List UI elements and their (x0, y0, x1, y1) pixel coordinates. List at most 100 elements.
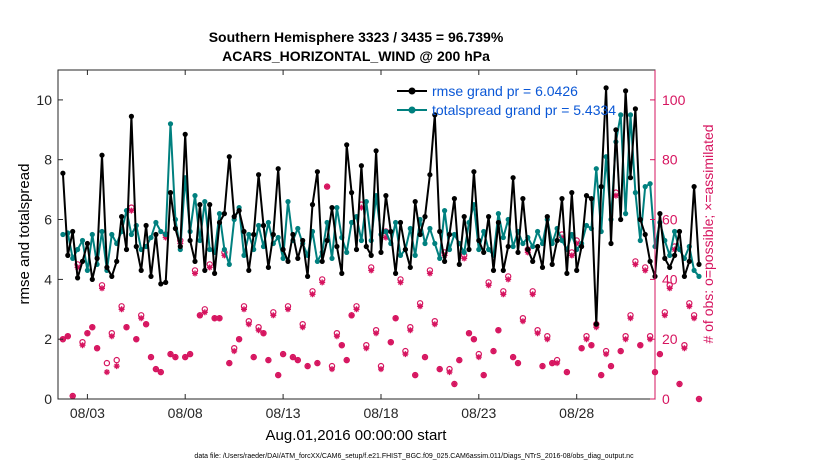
rmse-point (530, 258, 536, 264)
y-axis-label: rmse and totalspread (16, 164, 33, 305)
obs-assimilated-point (637, 342, 644, 349)
totalspread-point (510, 243, 516, 250)
rmse-point (618, 216, 624, 223)
right-tick-label: 0 (662, 391, 670, 407)
rmse-point (324, 237, 330, 244)
totalspread-point (280, 255, 286, 261)
rmse-point (216, 219, 223, 226)
y-tick-label: 6 (44, 212, 52, 228)
obs-assimilated-point (417, 303, 424, 310)
obs-assimilated-point (666, 285, 673, 292)
rmse-point (280, 246, 286, 253)
rmse-point (397, 219, 404, 226)
rmse-point (182, 131, 188, 137)
rmse-point (486, 214, 492, 220)
rmse-point (603, 85, 609, 91)
obs-assimilated-point (236, 336, 243, 343)
obs-assimilated-point (588, 342, 595, 349)
totalspread-point (202, 199, 208, 205)
totalspread-point (70, 255, 76, 261)
totalspread-point (358, 237, 364, 244)
obs-assimilated-point (573, 240, 580, 247)
obs-assimilated-point (407, 327, 414, 334)
x-tick-label: 08/28 (559, 405, 594, 421)
rmse-point (309, 202, 316, 208)
obs-assimilated-point (245, 321, 252, 328)
x-axis-ticks: 08/03 08/08 08/13 08/18 08/23 08/28 (70, 70, 594, 421)
rmse-point (207, 202, 213, 208)
totalspread-point (363, 199, 369, 205)
obs-assimilated-point (226, 360, 233, 367)
rmse-point (520, 196, 526, 202)
totalspread-point (593, 166, 599, 172)
totalspread-point (246, 231, 252, 238)
rmse-point (305, 273, 311, 279)
obs-assimilated-point (84, 330, 91, 337)
obs-assimilated-point (559, 234, 565, 241)
obs-assimilated-point (671, 246, 678, 253)
right-axis-ticks: 0 20 40 60 80 100 (650, 92, 686, 407)
right-tick-label: 80 (662, 152, 678, 168)
totalspread-point (446, 246, 453, 253)
rmse-point (564, 270, 570, 276)
obs-assimilated-point (387, 339, 394, 346)
obs-assimilated-point (661, 312, 668, 319)
totalspread-point (163, 231, 169, 238)
totalspread-point (265, 219, 271, 226)
totalspread-point (79, 237, 86, 244)
rmse-point (236, 208, 242, 214)
obs-assimilated-point (608, 363, 614, 370)
rmse-point (539, 264, 546, 270)
totalspread-point (520, 240, 526, 247)
rmse-point (681, 273, 688, 279)
totalspread-point (569, 231, 575, 238)
obs-assimilated-point (108, 333, 115, 340)
rmse-point (691, 184, 697, 190)
obs-assimilated-point (495, 327, 502, 334)
obs-assimilated-point (612, 192, 619, 199)
obs-assimilated-point (118, 306, 125, 313)
totalspread-point (128, 231, 134, 238)
rmse-point (212, 270, 218, 276)
right-tick-label: 20 (662, 331, 678, 347)
obs-assimilated-point (549, 360, 556, 367)
rmse-point (373, 148, 379, 154)
obs-assimilated-point (402, 351, 409, 358)
obs-assimilated-point (568, 252, 575, 259)
rmse-point (574, 267, 580, 273)
obs-assimilated-point (397, 279, 404, 286)
obs-assimilated-point (201, 309, 208, 316)
rmse-point (75, 275, 81, 281)
obs-assimilated-point (324, 183, 331, 190)
rmse-point (427, 172, 433, 178)
rmse-point (109, 273, 115, 279)
totalspread-point (412, 252, 418, 258)
rmse-point (388, 228, 394, 235)
obs-assimilated-point (368, 267, 375, 274)
rmse-point (358, 163, 364, 169)
totalspread-point (349, 219, 355, 226)
rmse-point (260, 222, 267, 229)
rmse-point (686, 258, 692, 264)
totalspread-point (216, 211, 223, 217)
rmse-point (221, 211, 227, 217)
obs-assimilated-point (172, 354, 179, 361)
obs-assimilated-point (216, 315, 223, 322)
obs-assimilated-point (392, 315, 399, 322)
totalspread-point (241, 252, 247, 258)
obs-assimilated-point (475, 354, 482, 361)
rmse-point (84, 240, 90, 247)
rmse-point (270, 231, 276, 238)
legend: rmse grand pr = 6.0426 totalspread grand… (397, 83, 616, 118)
obs-assimilated-point (681, 345, 688, 352)
x-tick-label: 08/08 (168, 405, 203, 421)
obs-assimilated-point (162, 234, 169, 241)
obs-assimilated-point (343, 357, 350, 364)
right-tick-label: 60 (662, 212, 678, 228)
rmse-point (442, 258, 448, 264)
totalspread-point (60, 231, 66, 238)
rmse-point (285, 258, 291, 264)
obs-assimilated-point (470, 336, 477, 343)
obs-assimilated-point (490, 348, 497, 355)
